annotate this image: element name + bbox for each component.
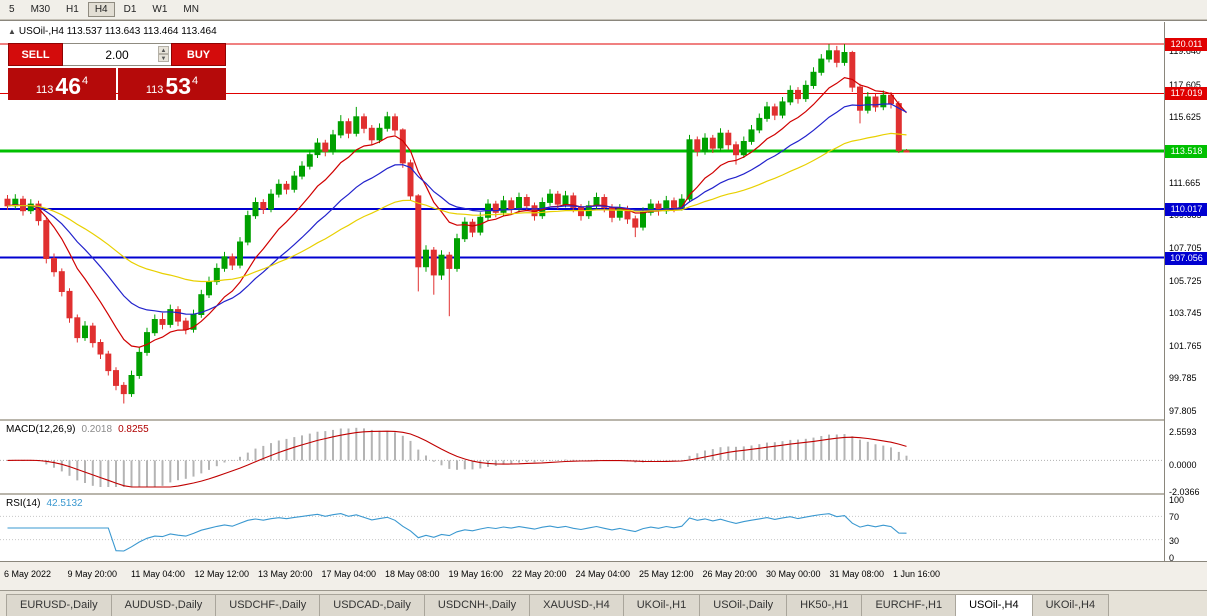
bid-price-display[interactable]: 113 46 4 (8, 68, 116, 100)
timeframe-button-h4[interactable]: H4 (87, 2, 115, 17)
moving-average-line (7, 77, 907, 348)
chart-tab-bar: EURUSD-,Daily AUDUSD-,Daily USDCHF-,Daily U… (0, 590, 1207, 616)
moving-average-line (7, 132, 907, 283)
sell-button[interactable]: SELL (8, 43, 63, 66)
ask-pipette-digit: 4 (192, 75, 199, 87)
macd-indicator-panel[interactable] (0, 421, 1164, 493)
rsi-line (7, 513, 907, 552)
buy-button[interactable]: BUY (171, 43, 226, 66)
timeframe-button-w1[interactable]: W1 (145, 2, 174, 17)
window-expand-icon[interactable]: ▲ (8, 27, 16, 36)
macd-label: MACD(12,26,9) 0.2018 0.8255 (6, 424, 149, 435)
chart-tab-xauusd-h4[interactable]: XAUUSD-,H4 (529, 594, 624, 616)
down-candles (4, 45, 910, 404)
bid-prefix: 113 (35, 84, 54, 96)
chart-tab-eurusd-daily[interactable]: EURUSD-,Daily (6, 594, 112, 616)
timeframe-button-m30[interactable]: M30 (24, 2, 57, 17)
time-axis-label: 25 May 12:00 (639, 569, 694, 579)
price-axis[interactable]: 119.640117.605115.625113.645111.665109.6… (1164, 22, 1207, 563)
up-candles (12, 44, 887, 397)
chart-tab-usdcad-daily[interactable]: USDCAD-,Daily (319, 594, 425, 616)
macd-signal-value: 0.8255 (118, 424, 149, 435)
panel-splitter[interactable] (0, 419, 1207, 421)
chart-window: ▲ USOil-,H4 113.537 113.643 113.464 113.4… (0, 20, 1207, 591)
rsi-label: RSI(14) 42.5132 (6, 498, 83, 509)
price-tick-label: 117.605 (1169, 79, 1201, 90)
ask-price-display[interactable]: 113 53 4 (118, 68, 226, 100)
timeframe-button-d1[interactable]: D1 (117, 2, 144, 17)
price-tick-label: 99.785 (1169, 373, 1197, 384)
rsi-axis-label: 70 (1169, 512, 1180, 523)
volume-up-button[interactable]: ▲ (158, 46, 169, 54)
timeframe-button-5[interactable]: 5 (2, 2, 22, 17)
time-axis-label: 30 May 00:00 (766, 569, 821, 579)
price-tick-label: 103.745 (1169, 308, 1202, 319)
price-tick-label: 111.665 (1169, 177, 1201, 188)
price-tick-label: 97.805 (1169, 406, 1197, 417)
chart-tab-usdchf-daily[interactable]: USDCHF-,Daily (215, 594, 321, 616)
time-axis-label: 9 May 20:00 (67, 569, 118, 579)
panel-splitter[interactable] (0, 493, 1207, 495)
chart-tab-eurchf-h1[interactable]: EURCHF-,H1 (861, 594, 957, 616)
moving-average-line (7, 103, 907, 315)
timeframe-button-mn[interactable]: MN (176, 2, 206, 17)
chart-tab-usoil-daily[interactable]: USOil-,Daily (699, 594, 788, 616)
rsi-value: 42.5132 (46, 498, 83, 509)
time-axis-label: 11 May 04:00 (131, 569, 185, 579)
rsi-axis-label: 0 (1169, 553, 1175, 563)
macd-axis-label: 0.0000 (1169, 460, 1197, 471)
price-level-badge: 113.518 (1165, 145, 1207, 159)
time-axis-label: 24 May 04:00 (575, 569, 631, 579)
volume-value: 2.00 (105, 47, 129, 62)
chart-tab-ukoil-h4[interactable]: UKOil-,H4 (1031, 594, 1110, 616)
macd-signal-line (7, 430, 907, 488)
chart-tab-usoil-h4[interactable]: USOil-,H4 (955, 594, 1033, 616)
chart-ohlc-values: 113.537 113.643 113.464 113.464 (66, 26, 217, 37)
macd-main-value: 0.2018 (81, 424, 113, 435)
chart-title: ▲ USOil-,H4 113.537 113.643 113.464 113.4… (8, 26, 217, 37)
one-click-trading-panel: SELL 2.00 ▲ ▼ BUY 113 46 4 113 (8, 43, 226, 100)
time-axis-label: 22 May 20:00 (512, 569, 567, 579)
chart-symbol-period: USOil-,H4 (18, 26, 64, 37)
price-tick-label: 101.765 (1169, 340, 1202, 351)
rsi-axis-label: 100 (1169, 495, 1185, 505)
time-axis-label: 31 May 08:00 (829, 569, 885, 579)
price-level-badge: 120.011 (1165, 38, 1207, 52)
macd-axis-label: -2.0366 (1169, 487, 1200, 497)
price-tick-label: 105.725 (1169, 275, 1202, 286)
ask-main-digits: 53 (165, 73, 191, 99)
chart-tab-usdcnh-daily[interactable]: USDCNH-,Daily (423, 594, 531, 616)
rsi-axis-label: 30 (1169, 535, 1180, 546)
time-axis-label: 1 Jun 16:00 (893, 569, 941, 579)
volume-spinner: ▲ ▼ (158, 46, 169, 62)
time-axis-label: 18 May 08:00 (385, 569, 440, 579)
price-level-badge: 117.019 (1165, 87, 1207, 101)
ask-prefix: 113 (145, 84, 164, 96)
time-axis-label: 12 May 12:00 (194, 569, 250, 579)
bid-main-digits: 46 (55, 73, 81, 99)
chart-tab-audusd-daily[interactable]: AUDUSD-,Daily (110, 594, 217, 616)
rsi-indicator-panel[interactable] (0, 495, 1164, 561)
macd-histogram (6, 427, 908, 487)
timeframe-button-h1[interactable]: H1 (59, 2, 86, 17)
timeframe-toolbar: 5 M30 H1 H4 D1 W1 MN (0, 0, 1207, 20)
price-tick-label: 107.705 (1169, 242, 1202, 253)
time-axis-label: 17 May 04:00 (321, 569, 377, 579)
price-tick-label: 119.640 (1169, 46, 1201, 57)
time-axis-label: 26 May 20:00 (702, 569, 758, 579)
chart-tab-ukoil-h1[interactable]: UKOil-,H1 (622, 594, 701, 616)
bid-pipette-digit: 4 (82, 75, 89, 87)
price-tick-label: 115.625 (1169, 112, 1201, 123)
volume-input[interactable]: 2.00 ▲ ▼ (63, 43, 171, 66)
macd-axis-label: 2.5593 (1169, 427, 1197, 437)
price-level-badge: 107.056 (1165, 251, 1207, 265)
chart-tab-hk50-h1[interactable]: HK50-,H1 (786, 594, 863, 616)
price-level-badge: 110.017 (1165, 202, 1207, 216)
time-axis-label: 19 May 16:00 (448, 569, 504, 579)
time-axis-label: 6 May 2022 (4, 569, 52, 579)
volume-down-button[interactable]: ▼ (158, 54, 169, 62)
time-axis[interactable]: 6 May 2022 9 May 20:00 11 May 04:00 12 May … (0, 561, 1207, 591)
time-axis-label: 13 May 20:00 (258, 569, 313, 579)
